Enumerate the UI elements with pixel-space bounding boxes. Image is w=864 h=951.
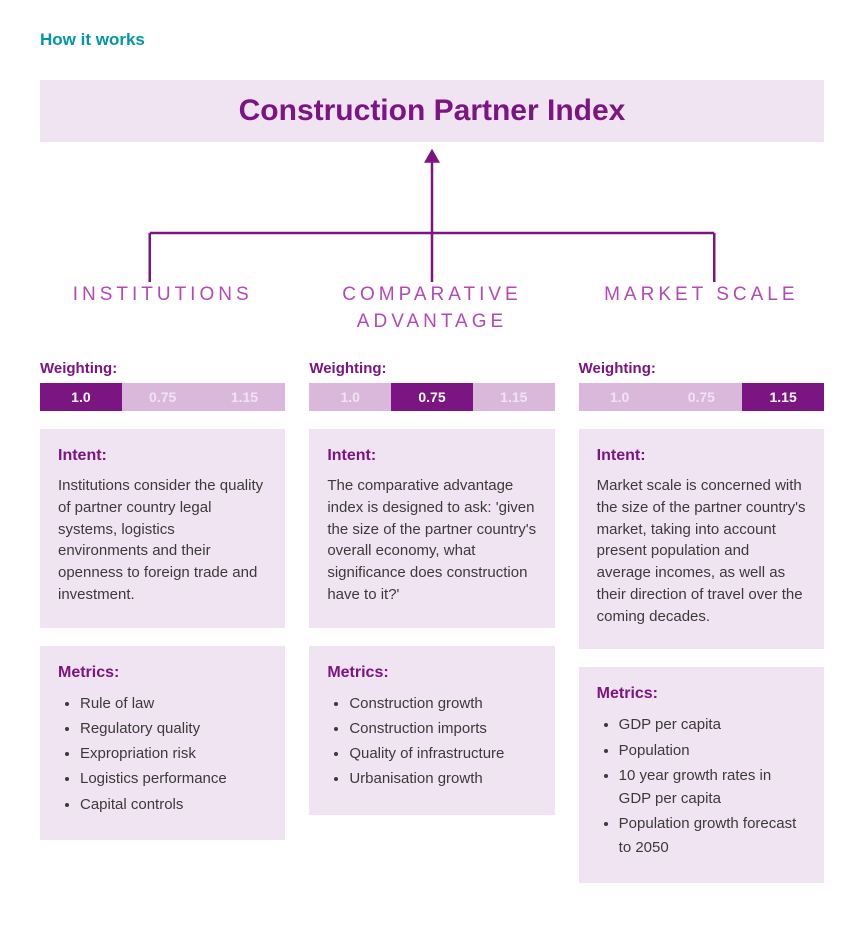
metrics-item: Population growth forecast to 2050: [619, 812, 806, 859]
weight-bar: 1.00.751.15: [309, 383, 554, 411]
section-label: How it works: [40, 30, 824, 50]
weight-segment: 1.15: [473, 383, 555, 411]
weight-segment: 1.15: [742, 383, 824, 411]
metrics-item: GDP per capita: [619, 713, 806, 736]
metrics-card: Metrics: Construction growthConstruction …: [309, 646, 554, 815]
intent-card: Intent: Institutions consider the quality…: [40, 429, 285, 628]
metrics-card: Metrics: GDP per capita Population10 year …: [579, 667, 824, 883]
weighting-label: Weighting:: [579, 360, 824, 377]
intent-card: Intent: Market scale is concerned with th…: [579, 429, 824, 649]
weight-segment: 0.75: [391, 383, 473, 411]
weight-bar: 1.00.751.15: [40, 383, 285, 411]
metrics-item: Expropriation risk: [80, 742, 267, 765]
intent-body: Institutions consider the quality of par…: [58, 475, 267, 606]
metrics-item: Construction growth: [349, 692, 536, 715]
intent-body: The comparative advantage index is desig…: [327, 475, 536, 606]
pillar-columns: INSTITUTIONSWeighting:1.00.751.15Intent:…: [40, 282, 824, 901]
metrics-heading: Metrics:: [58, 664, 267, 682]
metrics-item: Regulatory quality: [80, 717, 267, 740]
intent-heading: Intent:: [58, 447, 267, 465]
metrics-item: 10 year growth rates in GDP per capita: [619, 764, 806, 811]
weight-segment: 1.15: [204, 383, 286, 411]
metrics-list: Construction growthConstruction importsQ…: [327, 692, 536, 791]
metrics-item: Population: [619, 739, 806, 762]
pillar-column: INSTITUTIONS Weighting: 1.00.751.15 Intent:…: [40, 282, 285, 901]
metrics-item: Quality of infrastructure: [349, 742, 536, 765]
main-title: Construction Partner Index: [40, 94, 824, 128]
intent-body: Market scale is concerned with the size …: [597, 475, 806, 627]
connector-svg: [40, 142, 824, 282]
metrics-card: Metrics: Rule of lawRegulatory qualityExp…: [40, 646, 285, 840]
intent-heading: Intent:: [327, 447, 536, 465]
metrics-item: Capital controls: [80, 793, 267, 816]
metrics-list: GDP per capita Population10 year growth r…: [597, 713, 806, 859]
weighting-label: Weighting:: [309, 360, 554, 377]
pillar-column: COMPARATIVE ADVANTAGE Weighting: 1.00.751.…: [309, 282, 554, 901]
main-title-bar: Construction Partner Index: [40, 80, 824, 142]
weight-segment: 1.0: [40, 383, 122, 411]
metrics-item: Logistics performance: [80, 767, 267, 790]
weight-segment: 0.75: [660, 383, 742, 411]
intent-heading: Intent:: [597, 447, 806, 465]
pillar-title: INSTITUTIONS: [40, 282, 285, 342]
metrics-item: Construction imports: [349, 717, 536, 740]
weighting-label: Weighting:: [40, 360, 285, 377]
metrics-list: Rule of lawRegulatory qualityExpropriati…: [58, 692, 267, 816]
pillar-title: COMPARATIVE ADVANTAGE: [309, 282, 554, 342]
connector-diagram: [40, 142, 824, 282]
metrics-heading: Metrics:: [327, 664, 536, 682]
weight-bar: 1.00.751.15: [579, 383, 824, 411]
pillar-title: MARKET SCALE: [579, 282, 824, 342]
weight-segment: 1.0: [309, 383, 391, 411]
metrics-heading: Metrics:: [597, 685, 806, 703]
weight-segment: 1.0: [579, 383, 661, 411]
intent-card: Intent: The comparative advantage index i…: [309, 429, 554, 628]
pillar-column: MARKET SCALE Weighting: 1.00.751.15 Intent:…: [579, 282, 824, 901]
weight-segment: 0.75: [122, 383, 204, 411]
metrics-item: Urbanisation growth: [349, 767, 536, 790]
metrics-item: Rule of law: [80, 692, 267, 715]
